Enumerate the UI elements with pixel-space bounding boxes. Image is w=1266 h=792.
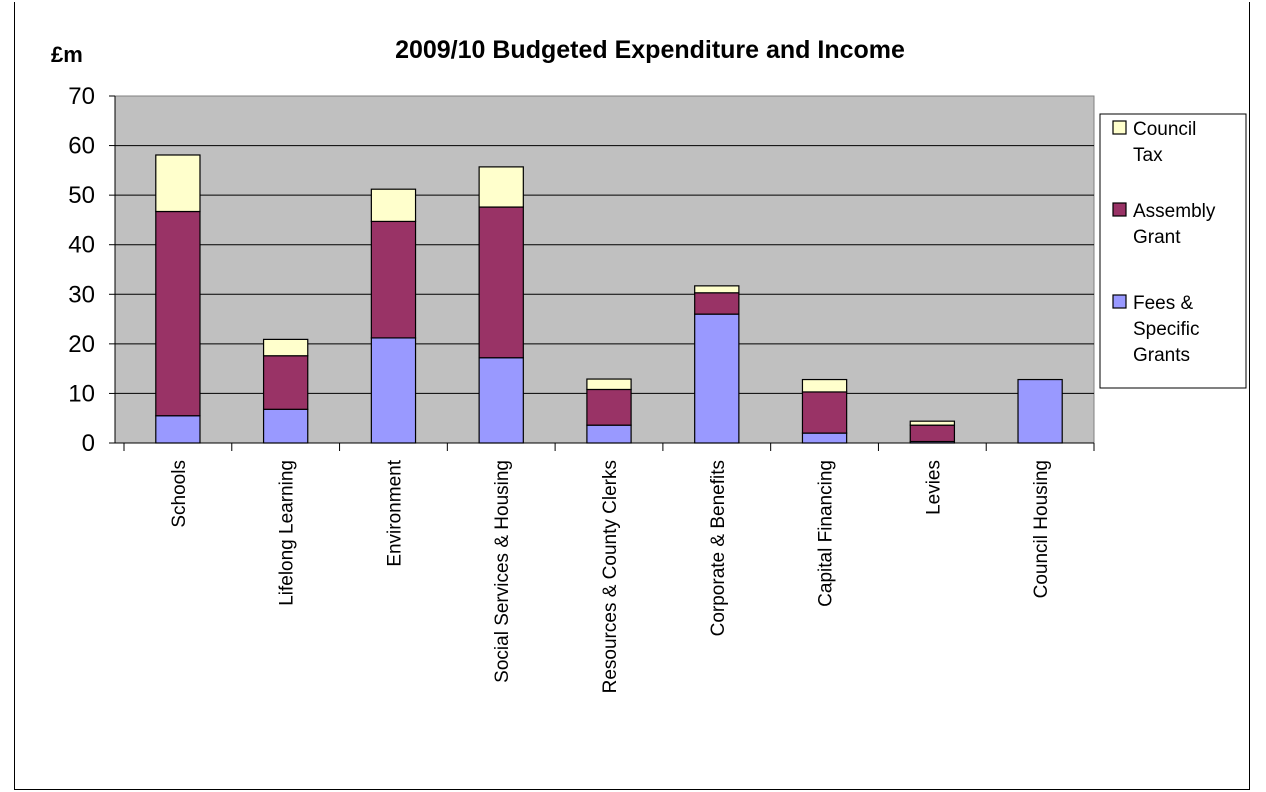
legend-swatch xyxy=(1112,120,1127,135)
legend-label: Fees & xyxy=(1133,293,1194,314)
bar-segment xyxy=(801,378,848,393)
bar-segment xyxy=(909,420,956,426)
bars xyxy=(155,154,1063,444)
x-tick-label: Levies xyxy=(923,460,944,515)
bar-segment xyxy=(694,285,740,294)
y-tick-label: 70 xyxy=(68,83,95,110)
x-tick-label: Capital Financing xyxy=(816,460,837,607)
bar-segment xyxy=(586,424,632,444)
x-axis-ticks: Schools Lifelong Learning Environment Socia… xyxy=(123,443,1095,693)
y-tick-label: 50 xyxy=(68,182,95,209)
bar-segment xyxy=(370,337,417,444)
bar-segment xyxy=(262,408,309,444)
bar-segment xyxy=(694,313,740,444)
x-tick-label: Corporate & Benefits xyxy=(708,460,729,636)
x-tick-label: Council Housing xyxy=(1031,460,1052,598)
bar-segment xyxy=(155,415,201,444)
bar-segment xyxy=(262,338,309,357)
y-tick-label: 10 xyxy=(68,380,95,407)
bar-segment xyxy=(155,154,201,213)
bar-segment xyxy=(370,188,417,223)
legend-label: Tax xyxy=(1133,145,1163,166)
bar-segment xyxy=(801,432,848,444)
x-tick-label: Schools xyxy=(169,460,190,528)
y-tick-label: 20 xyxy=(68,331,95,358)
legend-swatch xyxy=(1112,202,1127,217)
legend: Council Tax Assembly Grant Fees & Specific Gra… xyxy=(1099,113,1247,389)
y-tick-label: 60 xyxy=(68,133,95,160)
bar-segment xyxy=(262,355,309,410)
bar-segment xyxy=(694,292,740,315)
bar-segment xyxy=(586,388,632,426)
y-axis-ticks: 0 10 20 30 40 50 60 70 xyxy=(68,83,115,457)
y-tick-label: 30 xyxy=(68,281,95,308)
legend-box xyxy=(1099,113,1247,389)
legend-label: Specific xyxy=(1133,319,1200,340)
bar-segment xyxy=(801,391,848,434)
bar-segment xyxy=(1017,378,1063,444)
bar-segment xyxy=(909,424,956,443)
axes xyxy=(114,96,1094,444)
x-tick-label: Lifelong Learning xyxy=(277,460,298,606)
y-tick-label: 40 xyxy=(68,232,95,259)
unit-label: £m xyxy=(51,42,83,67)
legend-swatch xyxy=(1112,294,1127,309)
bar-segment xyxy=(478,166,524,208)
y-tick-label: 0 xyxy=(82,430,95,457)
legend-label: Assembly xyxy=(1133,201,1216,222)
bar-segment xyxy=(370,220,417,339)
x-tick-label: Social Services & Housing xyxy=(492,460,513,683)
bar-segment xyxy=(155,210,201,417)
x-tick-label: Environment xyxy=(384,459,405,566)
bar-segment xyxy=(586,378,632,391)
bar-segment xyxy=(478,206,524,359)
legend-label: Grants xyxy=(1133,345,1190,366)
chart-title: 2009/10 Budgeted Expenditure and Income xyxy=(395,36,905,64)
legend-label: Council xyxy=(1133,119,1196,140)
x-tick-label: Resources & County Clerks xyxy=(600,460,621,693)
legend-label: Grant xyxy=(1133,227,1181,248)
bar-segment xyxy=(478,357,524,444)
